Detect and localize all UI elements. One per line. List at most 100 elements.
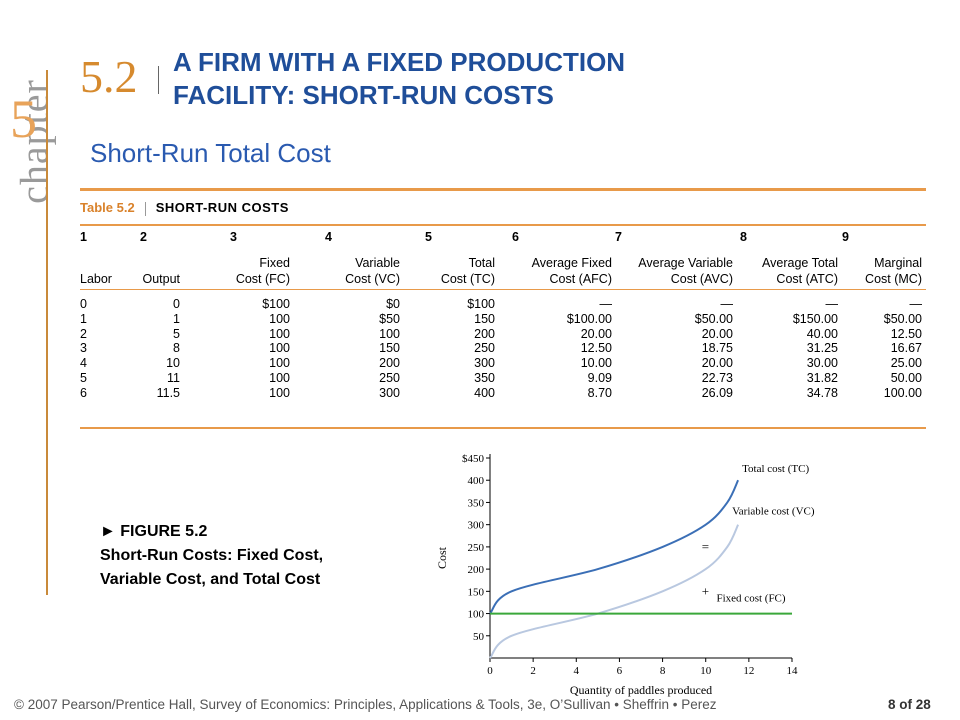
x-tick-label: 4 (574, 665, 580, 677)
table-cell: 3 (80, 341, 87, 356)
table-cell: — (825, 297, 839, 311)
table-cell: 20.00 (701, 356, 733, 371)
table-cell: 16.67 (890, 341, 922, 356)
x-tick-label: 2 (530, 665, 536, 677)
slide-subtitle: Short-Run Total Cost (90, 138, 331, 168)
column-header: Average Total (762, 256, 838, 270)
table-cell: 20.00 (580, 326, 612, 341)
y-tick-label: 150 (468, 586, 485, 598)
column-cells: — $50.00 20.00 18.75 20.00 22.73 26.09 (615, 297, 733, 401)
y-tick-label: 200 (468, 564, 485, 576)
y-tick-label: 300 (468, 520, 485, 532)
table-cell: 20.00 (701, 326, 733, 341)
table-cell: 8.70 (587, 385, 612, 400)
chapter-number: 5 (10, 89, 37, 149)
table-cell: 1 (173, 311, 180, 326)
table-cell: 250 (474, 341, 495, 356)
equals-annotation: = (702, 539, 709, 554)
table-cell: 18.75 (701, 341, 733, 356)
slide-title-line2: FACILITY: SHORT-RUN COSTS (173, 80, 554, 110)
x-tick-label: 8 (660, 665, 666, 677)
column-header: Cost (AVC) (670, 272, 733, 286)
table-cell: 34.78 (806, 385, 838, 400)
y-tick-label: 50 (473, 631, 485, 643)
column-cells: 0 1 5 8 10 11 11.5 (140, 297, 180, 401)
table-cell: 8 (173, 341, 180, 356)
figure-caption: ► FIGURE 5.2 Short-Run Costs: Fixed Cost… (100, 520, 323, 592)
table-cell: 25.00 (890, 356, 922, 371)
x-axis-label: Quantity of paddles produced (570, 683, 712, 697)
y-tick-label: $450 (462, 453, 485, 465)
table-cell: 12.50 (580, 341, 612, 356)
table-cell: 100 (269, 385, 290, 400)
variable-cost-line (489, 524, 740, 659)
table-cell: 31.82 (806, 370, 838, 385)
column-number: 4 (325, 230, 332, 244)
table-cell: 100 (269, 326, 290, 341)
column-number: 7 (615, 230, 622, 244)
column-number: 8 (740, 230, 747, 244)
table-name: SHORT-RUN COSTS (155, 200, 289, 215)
column-cells: $100 150 200 250 300 350 400 (425, 297, 495, 401)
table-label: Table 5.2 (80, 200, 135, 215)
chapter-divider (46, 70, 48, 595)
y-tick-label: 100 (468, 609, 485, 621)
x-tick-label: 10 (700, 665, 712, 677)
slide-title-line1: A FIRM WITH A FIXED PRODUCTION (173, 47, 626, 77)
column-header: Labor (80, 272, 112, 286)
table-cell: $100 (262, 297, 290, 311)
figure-caption-title-line2: Variable Cost, and Total Cost (100, 571, 321, 588)
table-cell: 150 (474, 311, 495, 326)
column-header: Cost (FC) (235, 272, 290, 286)
table-title-separator (144, 201, 146, 216)
section-number: 5.2 (80, 51, 138, 102)
column-header: Fixed (259, 256, 290, 270)
column-header: Average Variable (638, 256, 733, 270)
column-header: Cost (MC) (865, 272, 922, 286)
table-cell: $50 (379, 311, 400, 326)
total-cost-line (489, 479, 740, 615)
column-cells: $100 100 100 100 100 100 100 (230, 297, 290, 401)
column-header: Marginal (874, 256, 922, 270)
table-cell: 300 (474, 356, 495, 371)
table-cell: $100.00 (566, 311, 612, 326)
page-number: 8 of 28 (888, 697, 931, 712)
column-header: Variable (355, 256, 400, 270)
table-cell: 1 (80, 311, 87, 326)
footer-copyright: © 2007 Pearson/Prentice Hall, Survey of … (14, 697, 717, 712)
table-cell: 6 (80, 385, 87, 400)
cost-chart: 0 2 4 6 8 10 12 14 50 100 150 200 250 300 350 400 $450 Qu… (435, 453, 815, 697)
table-cell: 100 (269, 356, 290, 371)
table-cell: — (599, 297, 613, 311)
table-cell: 100.00 (883, 385, 922, 400)
table-cell: 2 (80, 326, 87, 341)
column-number: 5 (425, 230, 432, 244)
table-cell: 300 (379, 385, 400, 400)
y-tick-label: 400 (468, 475, 485, 487)
table-cell: 100 (269, 341, 290, 356)
table-cell: 10.00 (580, 356, 612, 371)
column-header: Output (142, 272, 180, 286)
table-cell: 26.09 (701, 385, 733, 400)
table-cell: 50.00 (890, 370, 922, 385)
figure-caption-label: ► FIGURE 5.2 (100, 523, 208, 540)
table-cell: 40.00 (806, 326, 838, 341)
series-label: Total cost (TC) (742, 463, 809, 475)
table-cell: 22.73 (701, 370, 733, 385)
table-cell: 100 (379, 326, 400, 341)
column-cells: $0 $50 100 150 200 250 300 (325, 297, 400, 401)
plus-annotation: + (702, 583, 709, 598)
table-cell: 150 (379, 341, 400, 356)
y-tick-label: 250 (468, 542, 485, 554)
column-header: Cost (ATC) (776, 272, 838, 286)
x-tick-label: 6 (617, 665, 623, 677)
x-tick-label: 12 (743, 665, 754, 677)
y-axis-label: Cost (435, 546, 449, 569)
table-cell: 5 (173, 326, 180, 341)
table-cell: 0 (80, 297, 87, 311)
table-cell: 100 (269, 370, 290, 385)
table-cell: 200 (379, 356, 400, 371)
table-rule-head (80, 289, 926, 290)
table-cell: 350 (474, 370, 495, 385)
